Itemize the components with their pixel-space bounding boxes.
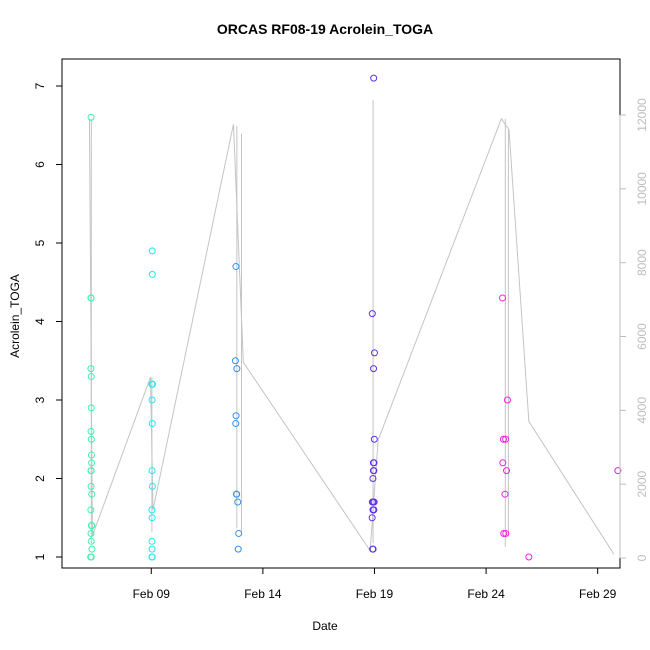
y2-tick-label: 12000 [635,98,649,132]
data-point [370,459,378,467]
y2-tick-label: 2000 [635,470,649,497]
data-point [370,498,378,506]
data-point [503,467,511,475]
y-tick-label: 5 [33,239,47,246]
y2-tick-label: 6000 [635,323,649,350]
data-point [369,475,377,482]
chart-title: ORCAS RF08-19 Acrolein_TOGA [216,21,434,37]
data-point [148,396,156,404]
data-point [148,553,156,561]
data-point [88,459,96,467]
data-point [148,467,156,475]
y2-tick-label: 8000 [635,249,649,276]
y2-tick-label: 4000 [635,397,649,424]
altitude-line-layer [88,100,615,555]
y-axis: 1 2 3 4 5 6 7 [33,82,63,560]
data-point [87,294,95,302]
data-point [88,545,96,553]
data-point [148,537,156,545]
altitude-line [88,117,615,555]
x-axis: Feb 09 Feb 14 Feb 19 Feb 24 Feb 29 [133,567,617,601]
data-point [525,553,533,561]
data-point [87,372,95,380]
data-point [148,247,156,255]
y-tick-label: 3 [33,396,47,403]
data-point [502,529,510,537]
data-point [499,435,507,443]
data-point [87,467,95,475]
data-point [87,537,95,545]
x-axis-label: Date [312,619,338,633]
data-point [499,459,507,467]
data-point [231,357,239,365]
data-point [148,514,156,522]
data-point [232,420,240,428]
data-point [503,396,511,404]
x-tick-label: Feb 14 [244,587,282,601]
data-point [87,482,95,490]
x-tick-label: Feb 24 [467,587,505,601]
data-point [368,310,376,318]
x-tick-label: Feb 19 [356,587,394,601]
data-point [370,74,378,82]
data-point [87,451,95,459]
data-point [500,529,508,537]
plot-frame [61,58,621,569]
x-tick-label: Feb 29 [579,587,617,601]
data-point [87,365,95,373]
data-point [370,506,378,514]
data-point [370,467,378,475]
data-point [87,113,95,121]
y-tick-label: 6 [33,161,47,168]
data-point [501,490,509,498]
y-tick-label: 4 [33,318,47,325]
y-tick-label: 2 [33,475,47,482]
y-tick-label: 7 [33,82,47,89]
y2-tick-label: 10000 [635,172,649,206]
data-point [234,545,242,553]
data-point [499,294,507,302]
data-point [87,427,95,435]
data-point [370,365,378,373]
data-point [233,365,241,373]
data-point [235,529,243,537]
y-axis-label: Acrolein_TOGA [8,274,22,358]
data-points-layer [87,74,622,561]
y2-axis: 0 2000 4000 6000 8000 10000 12000 [619,98,649,561]
data-point [370,349,378,357]
data-point [87,529,95,537]
data-point [87,553,95,561]
data-point [87,506,95,514]
data-point [614,467,622,475]
data-point [369,545,377,553]
data-point [149,380,157,388]
data-point [148,506,156,514]
data-point [148,270,156,278]
y-tick-label: 1 [33,553,47,560]
data-point [234,498,242,506]
data-point [88,522,96,530]
data-point [233,490,241,498]
data-point [148,420,156,428]
data-point [370,435,378,443]
x-tick-label: Feb 09 [133,587,171,601]
data-point [232,412,240,420]
data-point [502,435,510,443]
y2-tick-label: 0 [635,554,649,561]
data-point [148,482,156,490]
data-point [368,514,376,522]
data-point [87,435,95,443]
data-point [88,490,96,498]
data-point [148,545,156,553]
data-point [87,404,95,412]
data-point [232,263,240,271]
